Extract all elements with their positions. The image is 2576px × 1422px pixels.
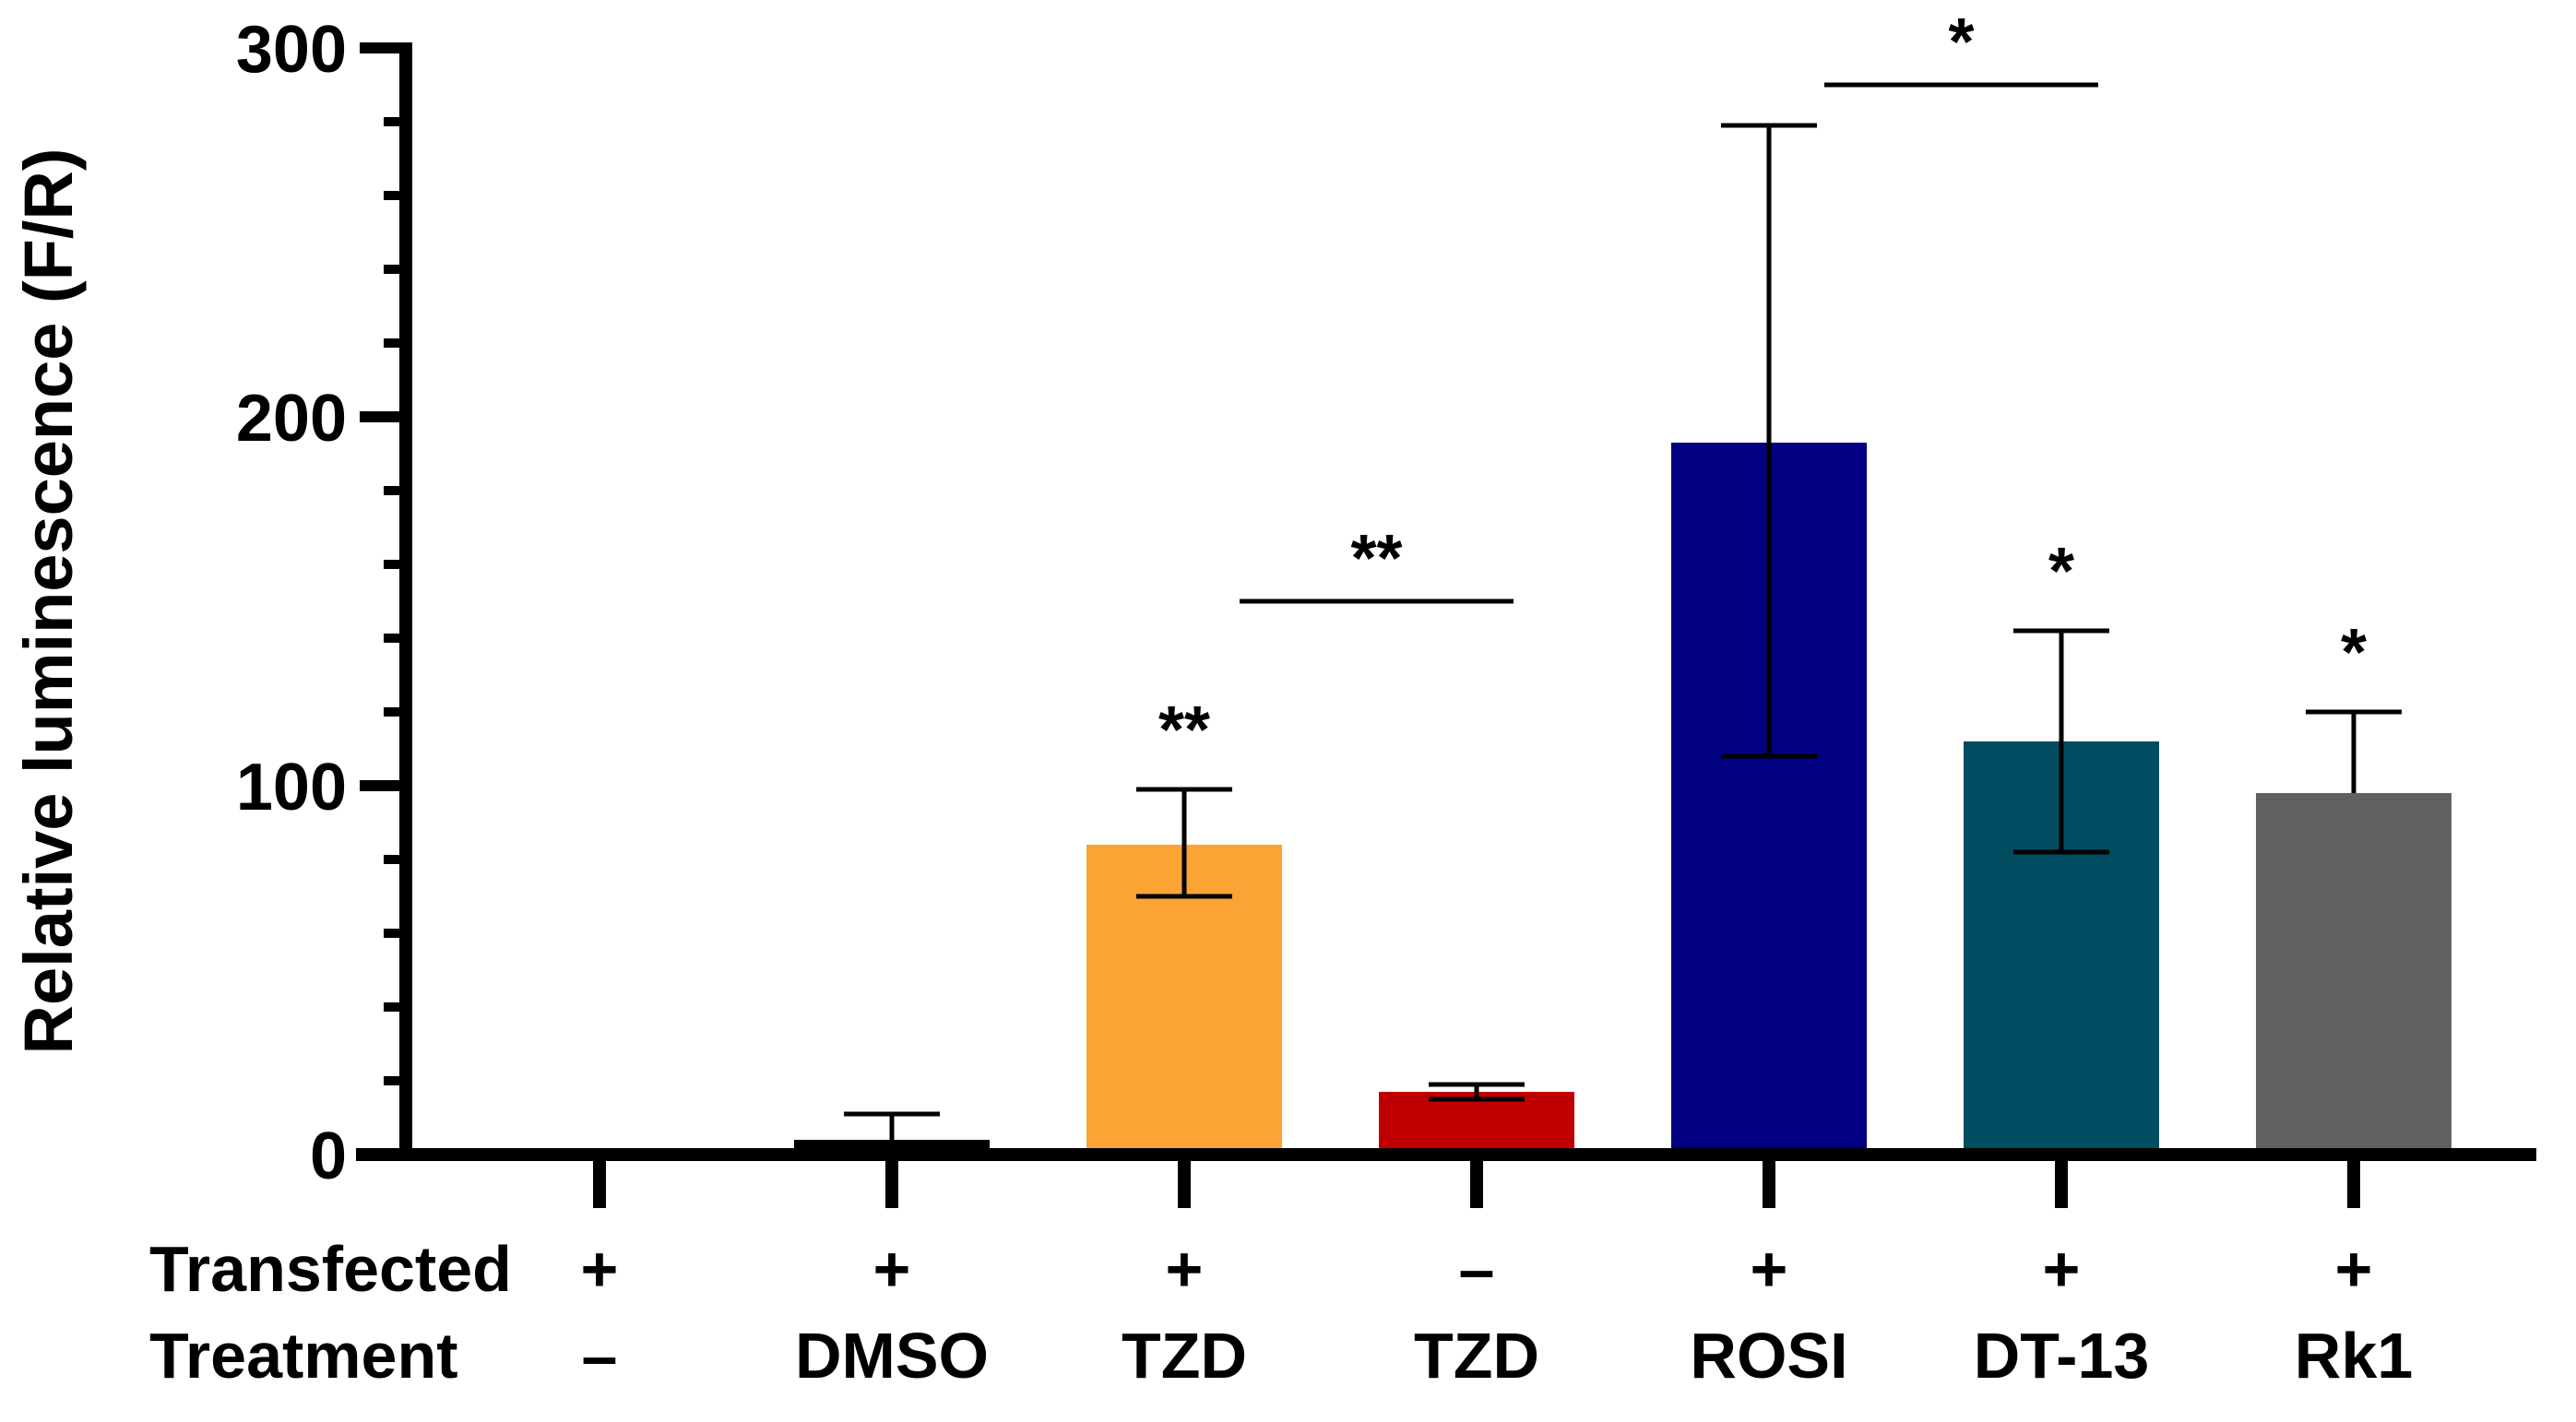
y-tick-label: 0: [310, 1120, 347, 1193]
y-tick-labels: 0 100 200 300: [236, 13, 347, 1193]
row-header-treatment: Treatment: [149, 1320, 458, 1392]
transfected-value: +: [1751, 1233, 1788, 1305]
significance-marker: *: [2341, 616, 2367, 690]
transfected-value: +: [873, 1233, 911, 1305]
transfected-value: +: [2043, 1233, 2081, 1305]
y-tick-label: 300: [236, 13, 347, 87]
treatment-value: Rk1: [2295, 1320, 2413, 1392]
y-tick-label: 200: [236, 382, 347, 456]
bars-group: [794, 443, 2451, 1155]
transfected-value: +: [1166, 1233, 1204, 1305]
treatment-value: ROSI: [1690, 1320, 1847, 1392]
y-major-ticks: [360, 42, 406, 1160]
bar-rk1: [2256, 793, 2451, 1155]
transfected-value: –: [1459, 1233, 1495, 1305]
row-header-transfected: Transfected: [149, 1233, 512, 1305]
x-ticks: [593, 1155, 2360, 1208]
treatment-value: –: [582, 1320, 618, 1392]
y-axis-label: Relative luminescence (F/R): [10, 148, 87, 1055]
y-tick-label: 100: [236, 751, 347, 824]
significance-annotations: ****: [1158, 535, 2367, 767]
comparison-lines-group: ***: [1240, 6, 2098, 604]
comparison-marker: **: [1350, 522, 1402, 596]
treatment-value: DMSO: [795, 1320, 989, 1392]
significance-marker: *: [2048, 535, 2074, 609]
treatment-value: DT-13: [1974, 1320, 2150, 1392]
treatment-value: TZD: [1414, 1320, 1539, 1392]
treatment-value: TZD: [1122, 1320, 1247, 1392]
transfected-value: +: [2335, 1233, 2373, 1305]
category-table: + – + DMSO + TZD – TZD + ROSI + DT-13 + Rk1 Transfecte…: [149, 1233, 2413, 1392]
comparison-marker: *: [1948, 6, 1974, 79]
bar-tzd: [1379, 1092, 1574, 1155]
transfected-value: +: [581, 1233, 619, 1305]
error-bars-group: [844, 123, 2402, 1140]
significance-marker: **: [1158, 693, 1210, 767]
